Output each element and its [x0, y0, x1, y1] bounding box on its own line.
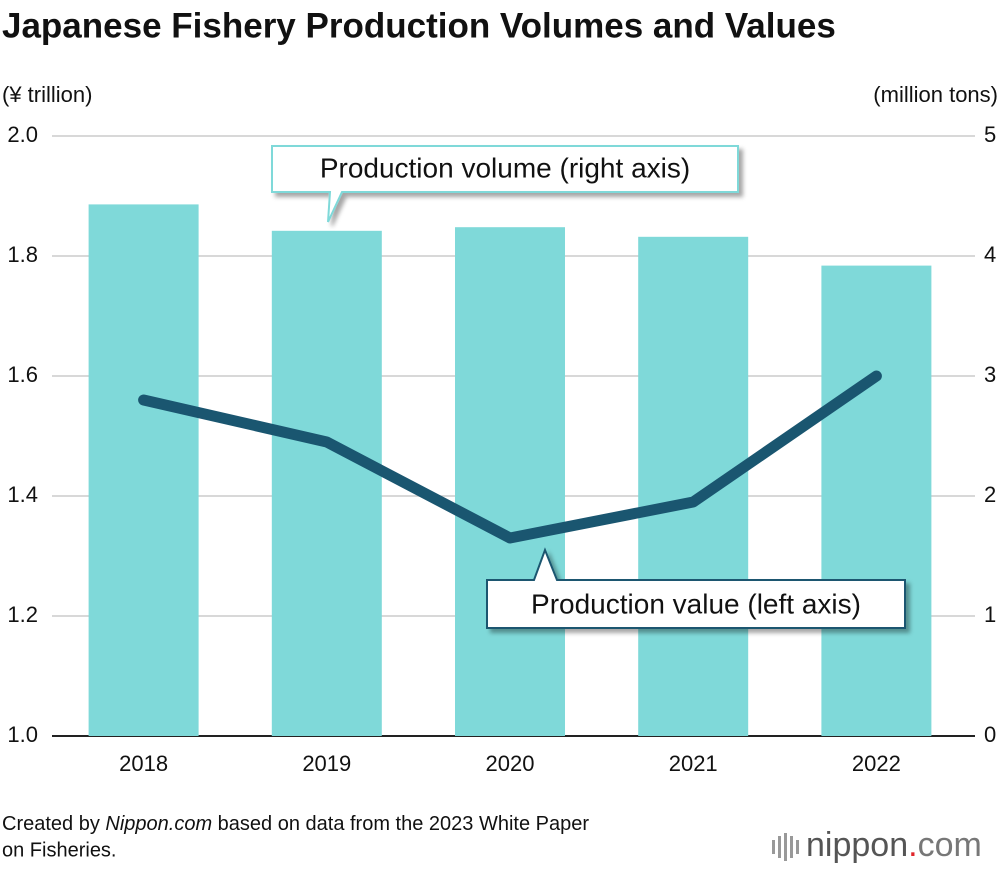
- source-text: based on data from the 2023 White Paper: [212, 813, 589, 835]
- bar: [638, 236, 749, 737]
- x-tick-label: 2020: [486, 751, 535, 776]
- y2-tick-label: 1: [984, 602, 996, 627]
- y-tick-label: 1.8: [7, 242, 38, 267]
- y-tick-label: 1.0: [7, 722, 38, 747]
- logo-part: nippon: [806, 826, 908, 864]
- callouts: Production volume (right axis) Productio…: [271, 145, 906, 629]
- y2-tick-label: 0: [984, 722, 996, 747]
- logo-part: com: [918, 826, 982, 864]
- logo: nippon.com: [772, 826, 982, 864]
- bar: [821, 265, 932, 736]
- logo-text: nippon.com: [806, 826, 982, 864]
- x-tick-label: 2021: [669, 751, 718, 776]
- logo-part: .: [908, 826, 917, 864]
- plot-area: 1.0 1.2 1.4 1.6 1.8 2.0 0 1 2 3 4 5 2018 2019 2020 2021…: [7, 122, 996, 776]
- source-text: Created by: [2, 813, 105, 835]
- legend-label: Production value (left axis): [531, 588, 861, 619]
- y-tick-label: 1.4: [7, 482, 38, 507]
- callout-box: [486, 547, 906, 629]
- source-text: Nippon.com: [105, 813, 212, 835]
- bar: [455, 227, 565, 736]
- y-tick-label: 1.2: [7, 602, 38, 627]
- y-tick-label: 2.0: [7, 122, 38, 147]
- line: [138, 370, 882, 544]
- source-note: Created by Nippon.com based on data from…: [2, 813, 589, 835]
- y-axis-label: (¥ trillion): [2, 82, 92, 107]
- bar: [271, 230, 382, 737]
- bar: [88, 204, 199, 736]
- y2-tick-label: 5: [984, 122, 996, 147]
- y-tick-label: 1.6: [7, 362, 38, 387]
- callout-box: [271, 145, 739, 223]
- x-tick-label: 2018: [119, 751, 168, 776]
- y2-tick-label: 2: [984, 482, 996, 507]
- chart-title: Japanese Fishery Production Volumes and …: [2, 6, 836, 45]
- source-text: on Fisheries.: [2, 839, 117, 861]
- y2-tick-label: 4: [984, 242, 996, 267]
- y2-axis-label: (million tons): [873, 82, 998, 107]
- legend-label: Production volume (right axis): [320, 152, 690, 183]
- x-tick-label: 2019: [302, 751, 351, 776]
- x-tick-label: 2022: [852, 751, 901, 776]
- y2-tick-label: 3: [984, 362, 996, 387]
